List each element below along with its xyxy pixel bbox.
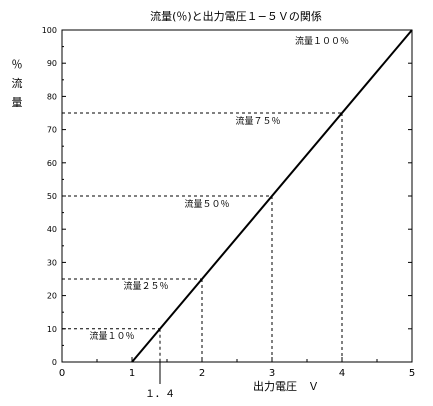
x-tick-label: 5: [409, 368, 415, 379]
annotation-label: 流量１００％: [295, 35, 349, 47]
y-axis-label-line-3: 量: [12, 96, 23, 109]
x-tick-label: 1: [129, 368, 135, 379]
x-tick-label: 2: [199, 368, 205, 379]
y-tick-label: 70: [47, 126, 57, 135]
y-tick-label: 60: [47, 159, 57, 168]
y-tick-label: 50: [47, 192, 57, 201]
annotation-label: 流量５０％: [184, 198, 229, 210]
y-axis-label-line-2: 流: [12, 76, 23, 90]
y-tick-label: 10: [47, 325, 57, 334]
y-tick-label: 20: [47, 292, 57, 301]
y-tick-label: 30: [47, 258, 57, 267]
x-tick-label: 4: [339, 368, 345, 379]
y-tick-label: 80: [47, 92, 57, 101]
x-tick-label: 3: [269, 368, 275, 379]
y-tick-label: 100: [42, 26, 57, 35]
x-axis-label: 出力電圧 Ｖ: [253, 379, 319, 393]
plot-layer: 0 10 20 30 40 50 60 70 80 90 100 0 1 2 3 4 5 流量１０％ 流量２５％ 流量…: [42, 26, 415, 400]
y-tick-label: 40: [47, 225, 57, 234]
annotation-label: 流量７５％: [235, 115, 280, 127]
y-tick-label: 0: [52, 358, 57, 367]
x-tick-label: 0: [59, 368, 65, 379]
chart-title: 流量(％)と出力電圧１−５Ｖの関係: [150, 9, 322, 23]
annotation-label: 流量１０％: [89, 330, 134, 342]
series-line: [131, 29, 413, 363]
y-tick-label: 90: [47, 59, 57, 68]
extra-x-label: １．４: [145, 389, 175, 400]
y-axis-label-line-1: ％: [12, 58, 23, 71]
annotation-label: 流量２５％: [123, 280, 168, 292]
